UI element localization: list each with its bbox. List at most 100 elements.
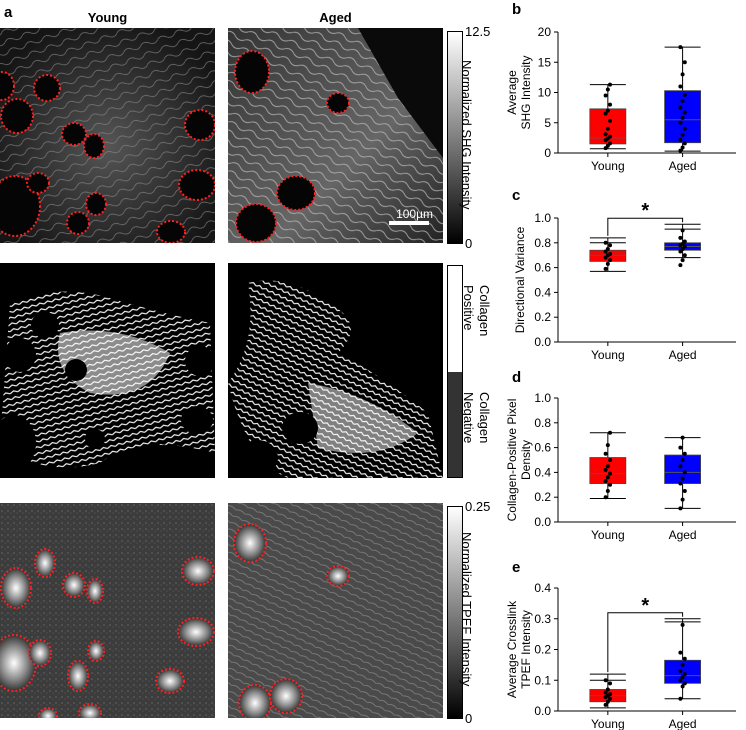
y-tick-label: 0.0 xyxy=(534,704,551,718)
aged-shg-image: 100µm xyxy=(228,28,443,243)
aged-binary-mask xyxy=(228,280,443,478)
y-axis-label-line1: Collagen-Positive Pixel xyxy=(505,399,519,522)
x-tick-label-aged: Aged xyxy=(669,159,697,173)
data-point xyxy=(678,137,683,142)
data-point xyxy=(603,111,608,116)
data-point xyxy=(682,656,687,661)
y-tick-label: 0.6 xyxy=(534,261,551,275)
data-point xyxy=(678,235,683,240)
column-title-young: Young xyxy=(87,10,128,25)
data-point xyxy=(680,662,685,667)
data-point xyxy=(603,479,608,484)
y-tick-label: 0.0 xyxy=(534,515,551,529)
aged-tpef-image xyxy=(228,503,443,718)
y-axis-label-line1: Average Crosslink xyxy=(505,600,519,698)
data-point xyxy=(603,240,608,245)
y-tick-label: 0.6 xyxy=(534,441,551,455)
data-point xyxy=(603,690,608,695)
data-point xyxy=(680,98,685,103)
x-tick-label-aged: Aged xyxy=(669,348,697,362)
tpef-colorbar-min: 0 xyxy=(465,711,473,726)
data-point xyxy=(608,258,613,263)
data-point xyxy=(603,495,608,500)
data-point xyxy=(682,239,687,244)
panel-letter-e: e xyxy=(512,559,520,576)
y-axis-label: Directional Variance xyxy=(513,226,527,333)
shg-colorbar-min: 0 xyxy=(465,236,473,251)
y-tick-label: 1.0 xyxy=(534,211,551,225)
shg-colorbar xyxy=(447,31,463,244)
data-point xyxy=(678,506,683,511)
data-point xyxy=(605,108,610,113)
data-point xyxy=(680,72,685,77)
data-point xyxy=(608,681,613,686)
young-tpef-speckle xyxy=(0,503,215,718)
x-tick-label-young: Young xyxy=(591,717,625,730)
data-point xyxy=(603,93,608,98)
data-point xyxy=(682,489,687,493)
data-point xyxy=(603,451,608,456)
data-point xyxy=(680,132,685,137)
data-point xyxy=(680,115,685,120)
y-tick-label: 5 xyxy=(544,116,551,130)
y-tick-label: 0.4 xyxy=(534,285,551,299)
data-point xyxy=(678,650,683,655)
panel-letter-a: a xyxy=(4,4,13,21)
x-tick-label-young: Young xyxy=(591,528,625,542)
data-point xyxy=(608,134,613,139)
significance-bracket xyxy=(607,612,684,673)
scale-bar xyxy=(389,221,429,225)
data-point xyxy=(678,105,683,110)
y-tick-label: 1.0 xyxy=(534,391,551,405)
young-tpef-image xyxy=(0,503,215,718)
y-tick-label: 0.2 xyxy=(534,490,551,504)
y-tick-label: 0.4 xyxy=(534,465,551,479)
data-point xyxy=(680,675,685,680)
aged-shg-fibers xyxy=(228,28,443,243)
shg-colorbar-max: 12.5 xyxy=(465,24,491,39)
panel-d: d 0.0 0.2 0.4 0.6 0.8 1.0 Collagen-Positive Pix… xyxy=(505,369,736,542)
data-point xyxy=(605,261,610,266)
data-point xyxy=(678,45,683,50)
box-young xyxy=(589,457,627,484)
data-point xyxy=(608,482,613,487)
data-point xyxy=(605,699,610,704)
data-point xyxy=(680,145,685,150)
data-point xyxy=(608,696,613,701)
young-shg-fibers xyxy=(0,28,215,243)
collagen-negative-swatch xyxy=(447,372,463,478)
data-point xyxy=(608,118,613,123)
data-point xyxy=(608,82,613,87)
young-binary-mask xyxy=(0,291,215,477)
young-shg-image xyxy=(0,28,215,243)
collagen-negative-line2: Negative xyxy=(461,392,476,444)
data-point xyxy=(603,678,608,683)
x-tick-label-young: Young xyxy=(591,159,625,173)
box-aged xyxy=(664,659,702,684)
data-point xyxy=(678,678,683,683)
data-point xyxy=(682,92,687,97)
y-tick-label: 0 xyxy=(544,146,551,160)
data-point xyxy=(682,470,687,475)
data-point xyxy=(680,622,685,627)
data-point xyxy=(678,445,683,450)
data-point xyxy=(682,141,687,146)
y-tick-label: 0.8 xyxy=(534,416,551,430)
data-point xyxy=(678,696,683,701)
significance-star: * xyxy=(641,200,649,222)
tpef-colorbar-label: Normalized TPEF Intensity xyxy=(459,532,474,687)
significance-bracket xyxy=(607,217,684,236)
panel-letter-d: d xyxy=(512,369,521,386)
data-point xyxy=(678,481,683,486)
panel-c: c 0.0 0.2 0.4 0.6 0.8 1.0 Directional Variance Y… xyxy=(512,187,736,362)
data-point xyxy=(605,87,610,92)
data-point xyxy=(608,243,613,248)
significance-star: * xyxy=(641,595,649,617)
tpef-colorbar-max: 0.25 xyxy=(465,499,491,514)
data-point xyxy=(605,126,610,131)
aged-binary-image xyxy=(228,263,443,478)
data-point xyxy=(680,497,685,502)
column-title-aged: Aged xyxy=(319,10,352,25)
y-tick-label: 0.2 xyxy=(534,310,551,324)
data-point xyxy=(605,443,610,448)
